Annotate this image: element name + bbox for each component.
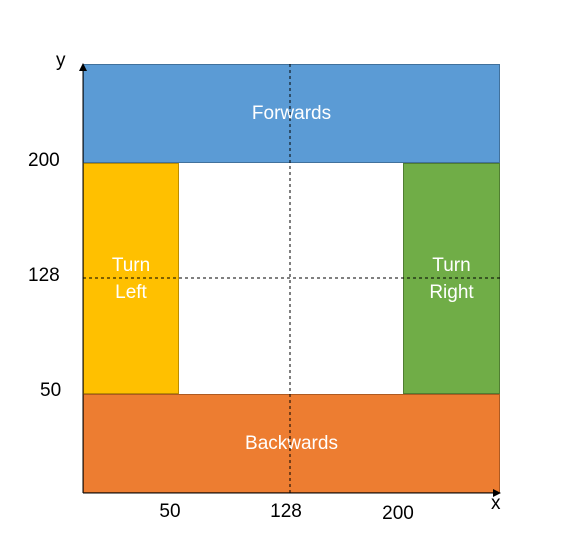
turn-left-label-line1: Turn (111, 254, 151, 276)
y-tick-128: 128 (28, 265, 60, 286)
turn-right-label: Turn Right (429, 252, 473, 306)
turn-right-label-line1: Turn (432, 254, 471, 276)
y-tick-50: 50 (40, 380, 62, 401)
forwards-zone: Forwards (83, 64, 500, 163)
turn-left-label-line2: Left (115, 281, 147, 303)
turn-left-label: Turn Left (112, 252, 150, 306)
turn-right-label-line2: Right (429, 281, 474, 303)
y-tick-200: 200 (28, 150, 60, 171)
backwards-zone: Backwards (83, 394, 500, 493)
x-axis-label: x (491, 493, 501, 514)
y-axis-label: y (56, 50, 66, 71)
forwards-label: Forwards (251, 103, 332, 124)
x-tick-128: 128 (270, 501, 302, 522)
x-tick-50: 50 (159, 501, 181, 522)
x-tick-200: 200 (382, 503, 414, 524)
backwards-label: Backwards (245, 433, 338, 454)
